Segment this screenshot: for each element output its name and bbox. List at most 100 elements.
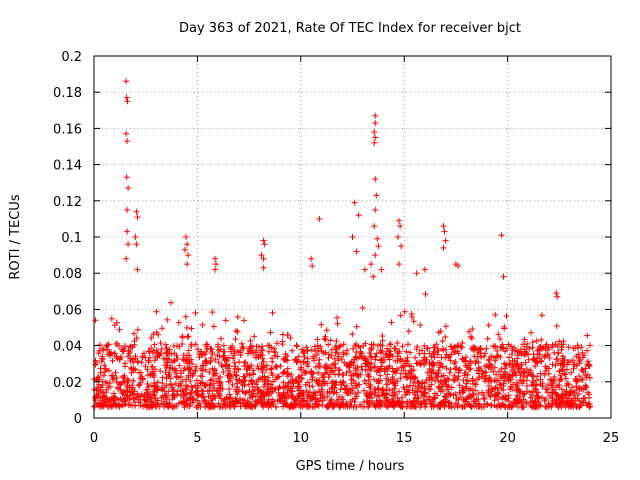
data-point	[375, 380, 382, 387]
x-tick-label: 15	[396, 431, 413, 446]
data-point	[217, 384, 223, 391]
data-point	[574, 378, 581, 385]
data-point	[353, 349, 360, 356]
data-point	[194, 377, 200, 384]
data-point	[407, 382, 414, 389]
data-point	[385, 377, 392, 384]
data-point	[394, 357, 401, 364]
data-point	[322, 370, 329, 377]
data-point	[249, 378, 255, 385]
data-point	[254, 363, 261, 370]
data-point	[456, 367, 463, 374]
data-point	[233, 388, 240, 395]
data-point	[365, 403, 372, 410]
y-axis-label: ROTI / TECUs	[8, 194, 23, 279]
data-point	[124, 384, 131, 391]
data-point	[220, 369, 227, 375]
data-point	[291, 396, 298, 403]
data-point	[368, 364, 375, 371]
data-point	[440, 346, 447, 353]
data-point	[398, 243, 405, 250]
data-point	[241, 317, 247, 324]
data-point	[124, 98, 131, 105]
data-point	[215, 400, 222, 407]
data-point	[181, 404, 188, 411]
data-point	[295, 384, 301, 391]
data-point	[353, 404, 360, 410]
data-point	[333, 338, 340, 345]
data-point	[167, 402, 174, 409]
data-point	[214, 343, 221, 350]
data-point	[497, 336, 504, 342]
data-point	[584, 358, 591, 365]
data-point	[309, 263, 316, 269]
data-point	[406, 398, 413, 405]
data-point	[300, 389, 307, 396]
data-point	[217, 373, 224, 380]
data-point	[239, 344, 246, 350]
data-point	[527, 394, 534, 401]
data-point	[443, 381, 450, 388]
data-point	[372, 252, 379, 259]
data-point	[264, 342, 271, 349]
data-point	[182, 401, 188, 408]
data-point	[513, 379, 520, 386]
data-point	[185, 372, 192, 379]
data-point	[487, 393, 494, 400]
data-point	[384, 397, 391, 404]
data-point	[173, 352, 180, 359]
data-point	[175, 382, 182, 389]
data-point	[245, 381, 252, 388]
data-point	[212, 356, 219, 363]
data-point	[104, 342, 111, 348]
x-tick-label: 0	[90, 431, 98, 446]
data-point	[316, 215, 323, 222]
data-point	[450, 392, 457, 399]
data-point	[124, 228, 131, 235]
data-point	[533, 338, 540, 344]
data-point	[470, 398, 477, 405]
data-point	[95, 374, 102, 380]
data-point	[453, 395, 460, 402]
data-point	[325, 354, 332, 361]
data-point	[395, 350, 402, 357]
data-point	[242, 389, 249, 396]
data-point	[475, 349, 482, 356]
data-point	[551, 376, 558, 383]
y-tick-label: 0.16	[53, 122, 82, 137]
y-tick-label: 0	[74, 412, 82, 427]
data-point	[245, 399, 252, 406]
data-point	[340, 341, 347, 348]
data-point	[210, 371, 217, 378]
data-point	[314, 345, 321, 352]
data-point	[576, 373, 583, 380]
data-point	[272, 376, 279, 383]
data-point	[414, 385, 421, 392]
data-point	[102, 366, 109, 373]
data-point	[143, 389, 150, 396]
data-point	[537, 376, 544, 383]
data-point	[376, 397, 383, 404]
data-point	[186, 365, 193, 372]
data-point	[122, 343, 129, 349]
data-point	[100, 392, 107, 399]
data-point	[424, 345, 431, 352]
data-point	[322, 349, 329, 356]
data-point	[500, 273, 507, 280]
data-point	[495, 389, 502, 396]
data-point	[439, 338, 446, 345]
data-point	[300, 348, 307, 355]
data-point	[261, 383, 267, 390]
data-point	[95, 384, 101, 391]
data-point	[582, 372, 589, 378]
data-point	[214, 388, 221, 395]
data-point	[400, 367, 407, 374]
data-point	[335, 353, 342, 360]
data-point	[249, 383, 256, 390]
data-point	[435, 378, 442, 384]
data-point	[355, 212, 362, 219]
data-point	[97, 387, 104, 394]
data-point	[220, 342, 227, 349]
data-point	[462, 358, 469, 365]
data-point	[441, 377, 448, 384]
